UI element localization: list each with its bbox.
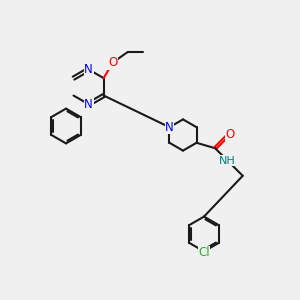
Text: N: N [165, 121, 174, 134]
Text: N: N [84, 98, 93, 111]
Text: NH: NH [219, 156, 236, 166]
Text: O: O [108, 56, 117, 69]
Text: O: O [226, 128, 235, 141]
Text: N: N [84, 63, 93, 76]
Text: Cl: Cl [198, 246, 210, 260]
